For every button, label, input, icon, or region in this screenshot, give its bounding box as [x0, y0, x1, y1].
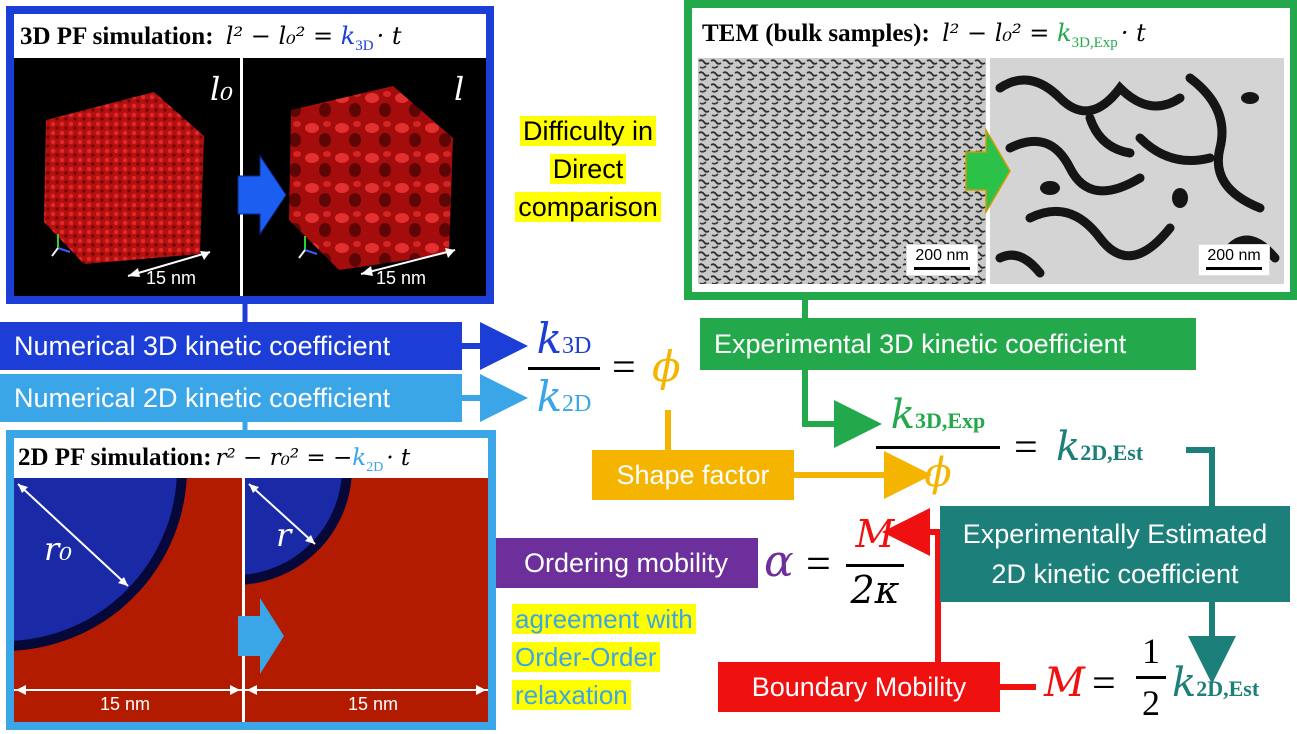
label-experimentally-estimated: Experimentally Estimated 2D kinetic coef… — [940, 506, 1290, 602]
est-num-sub: 3D,Exp — [914, 408, 986, 433]
panel-2d-eq-k-sub: 2D — [366, 460, 384, 475]
agreement-line-3: relaxation — [512, 680, 631, 710]
label-boundary-mobility: Boundary Mobility — [718, 662, 1000, 712]
panel-2d-eq-k: k — [352, 445, 367, 471]
mob-one: 1 — [1142, 631, 1160, 671]
panel-3d-title: 3D PF simulation: l² − l₀² = k3D · t — [14, 14, 486, 58]
panel-tem-eq-tail: · t — [1120, 19, 1146, 47]
sim-2d-initial-scale: 15 nm — [100, 694, 151, 714]
sim-3d-initial-scale: 15 nm — [146, 268, 197, 288]
panel-2d-title-text: 2D PF simulation: — [18, 444, 212, 471]
label-r: r — [276, 516, 292, 554]
evolution-arrow-2d — [238, 598, 284, 674]
panel-tem-eq-k-sub: 3D,Exp — [1071, 35, 1118, 51]
est-result-k: k — [1056, 424, 1081, 470]
panel-3d-eq-lhs: l² − l₀² = — [225, 22, 341, 50]
panel-3d-eq-k: k — [340, 22, 356, 50]
evolution-arrow-tem — [965, 128, 1011, 214]
alpha-formula: α = M 2κ — [764, 512, 904, 612]
ratio-equals: = — [612, 345, 636, 391]
panel-tem-eq-lhs: l² − l₀² = — [942, 19, 1058, 47]
sim-2d-shrunk-image — [245, 478, 488, 722]
panel-tem: TEM (bulk samples): l² − l₀² = k3D,Exp · … — [684, 0, 1297, 300]
panel-tem-title: TEM (bulk samples): l² − l₀² = k3D,Exp · … — [692, 8, 1290, 58]
ratio-den-k: k — [536, 372, 563, 421]
tem-initial-scale-text: 200 nm — [915, 247, 969, 264]
est-den-phi: ϕ — [924, 450, 952, 496]
label-experimental-3d: Experimental 3D kinetic coefficient — [700, 318, 1196, 370]
sim-2d-divider — [242, 478, 245, 722]
panel-2d-eq-lhs: r² − r₀² = − — [215, 445, 353, 471]
agreement-line-2: Order-Order — [512, 642, 660, 672]
tem-initial-scalebar: 200 nm — [906, 244, 978, 276]
panel-3d-eq-tail: · t — [376, 22, 402, 50]
est-num-k: k — [890, 392, 915, 438]
mob-k: k — [1172, 660, 1197, 706]
difficulty-line-1: Difficulty in — [519, 116, 657, 146]
difficulty-line-2: Direct — [549, 154, 627, 184]
sim-3d-coarsened-scale: 15 nm — [376, 268, 427, 288]
label-ordering-mobility: Ordering mobility — [494, 538, 758, 588]
ratio-num-sub: 3D — [562, 333, 592, 359]
exp-est-line-1: Experimentally Estimated — [962, 519, 1268, 549]
sim-3d-coarsened-image — [243, 58, 486, 296]
difficulty-line-3: comparison — [515, 192, 661, 222]
panel-3d-title-text: 3D PF simulation: — [20, 23, 214, 50]
sim-2d-initial-image — [14, 478, 242, 722]
mob-two: 2 — [1142, 683, 1160, 723]
panel-2d-pf: 2D PF simulation: r² − r₀² = −k2D · t r₀ 1… — [6, 430, 496, 730]
axis-icon — [298, 236, 318, 259]
sim-2d-shrunk-scale: 15 nm — [348, 694, 399, 714]
alpha-den: 2κ — [850, 568, 900, 612]
panel-3d-pf: 3D PF simulation: l² − l₀² = k3D · t — [6, 6, 494, 304]
alpha-equals: = — [806, 539, 831, 588]
exp-est-line-2: 2D kinetic coefficient — [991, 559, 1239, 589]
label-shape-factor: Shape factor — [592, 450, 794, 500]
ratio-phi: ϕ — [652, 342, 681, 391]
est-result-sub: 2D,Est — [1080, 440, 1144, 465]
alpha-num-M: M — [855, 512, 895, 556]
estimate-formula: k3D,Exp ϕ = k2D,Est — [876, 392, 1186, 496]
panel-3d-eq-k-sub: 3D — [355, 38, 374, 54]
panel-tem-title-text: TEM (bulk samples): — [702, 20, 930, 47]
panel-2d-title: 2D PF simulation: r² − r₀² = −k2D · t — [14, 438, 488, 478]
est-equals: = — [1014, 425, 1038, 471]
difficulty-note: Difficulty in Direct comparison — [498, 112, 678, 226]
ratio-num-k: k — [536, 314, 563, 363]
axis-icon — [51, 234, 71, 257]
mobility-formula: M = 1 2 k2D,Est — [1044, 630, 1294, 730]
label-r0: r₀ — [44, 530, 73, 568]
label-numerical-3d: Numerical 3D kinetic coefficient — [0, 322, 462, 370]
mob-M: M — [1044, 660, 1085, 706]
label-l: l — [454, 70, 465, 108]
ratio-formula: k3D k2D = ϕ — [528, 314, 688, 426]
tem-coarsened-scalebar: 200 nm — [1198, 244, 1270, 276]
evolution-arrow-3d — [237, 154, 287, 236]
ratio-den-sub: 2D — [562, 391, 592, 417]
agreement-note: agreement with Order-Order relaxation — [512, 600, 742, 714]
agreement-line-1: agreement with — [512, 604, 696, 634]
panel-2d-eq-tail: · t — [386, 445, 411, 471]
sim-3d-initial-image — [14, 58, 240, 296]
label-numerical-2d: Numerical 2D kinetic coefficient — [0, 374, 462, 422]
label-l0: l₀ — [210, 70, 234, 108]
mob-equals: = — [1092, 661, 1116, 707]
tem-coarsened-scale-text: 200 nm — [1207, 247, 1261, 264]
mob-k-sub: 2D,Est — [1196, 676, 1260, 701]
alpha-symbol: α — [764, 536, 794, 587]
panel-tem-eq-k: k — [1057, 19, 1072, 47]
